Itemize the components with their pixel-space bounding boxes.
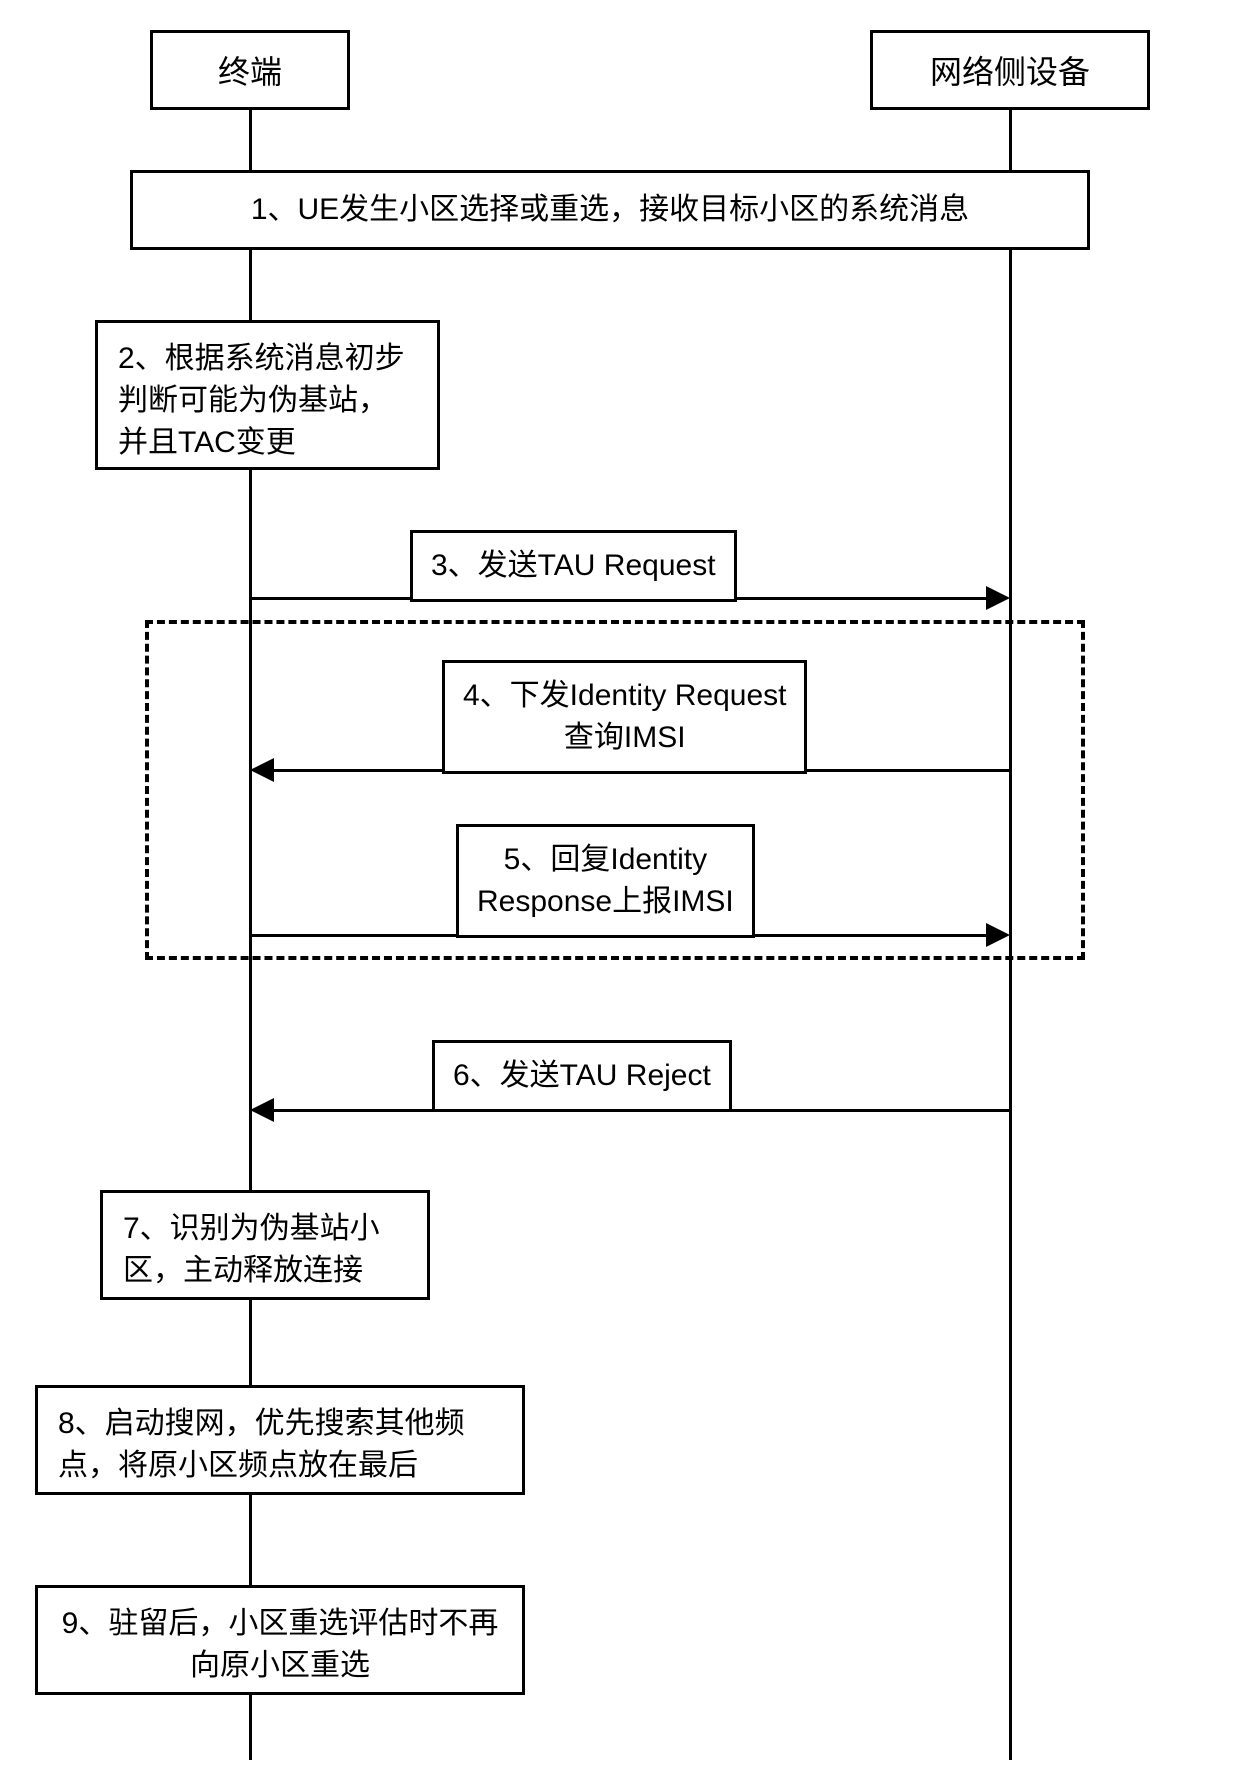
step5-label-line2: Response上报IMSI xyxy=(477,885,734,918)
step9-label: 9、驻留后，小区重选评估时不再向原小区重选 xyxy=(62,1607,499,1682)
step1-box: 1、UE发生小区选择或重选，接收目标小区的系统消息 xyxy=(130,170,1090,250)
sequence-diagram: 终端 网络侧设备 1、UE发生小区选择或重选，接收目标小区的系统消息 2、根据系… xyxy=(0,0,1240,1775)
step6-label-box: 6、发送TAU Reject xyxy=(432,1040,732,1112)
step4-label-line1: 4、下发Identity Request xyxy=(463,679,786,712)
participant-terminal-label: 终端 xyxy=(218,47,282,93)
step7-box: 7、识别为伪基站小区，主动释放连接 xyxy=(100,1190,430,1300)
step7-label: 7、识别为伪基站小区，主动释放连接 xyxy=(123,1212,380,1287)
step2-box: 2、根据系统消息初步判断可能为伪基站，并且TAC变更 xyxy=(95,320,440,470)
step4-label-box: 4、下发Identity Request 查询IMSI xyxy=(442,660,807,774)
step3-arrowhead xyxy=(986,586,1010,610)
step6-arrowhead xyxy=(250,1098,274,1122)
step1-label: 1、UE发生小区选择或重选，接收目标小区的系统消息 xyxy=(251,189,969,231)
participant-network: 网络侧设备 xyxy=(870,30,1150,110)
participant-terminal: 终端 xyxy=(150,30,350,110)
step4-label-line2: 查询IMSI xyxy=(564,721,686,754)
step5-label-line1: 5、回复Identity xyxy=(504,843,707,876)
step5-label-box: 5、回复Identity Response上报IMSI xyxy=(456,824,755,938)
step5-arrowhead xyxy=(986,923,1010,947)
participant-network-label: 网络侧设备 xyxy=(930,47,1090,93)
step8-box: 8、启动搜网，优先搜索其他频点，将原小区频点放在最后 xyxy=(35,1385,525,1495)
step3-label: 3、发送TAU Request xyxy=(431,549,716,582)
step2-label: 2、根据系统消息初步判断可能为伪基站，并且TAC变更 xyxy=(118,342,405,459)
step8-label: 8、启动搜网，优先搜索其他频点，将原小区频点放在最后 xyxy=(58,1407,465,1482)
step4-arrowhead xyxy=(250,758,274,782)
step3-label-box: 3、发送TAU Request xyxy=(410,530,737,602)
step9-box: 9、驻留后，小区重选评估时不再向原小区重选 xyxy=(35,1585,525,1695)
step6-label: 6、发送TAU Reject xyxy=(453,1059,711,1092)
